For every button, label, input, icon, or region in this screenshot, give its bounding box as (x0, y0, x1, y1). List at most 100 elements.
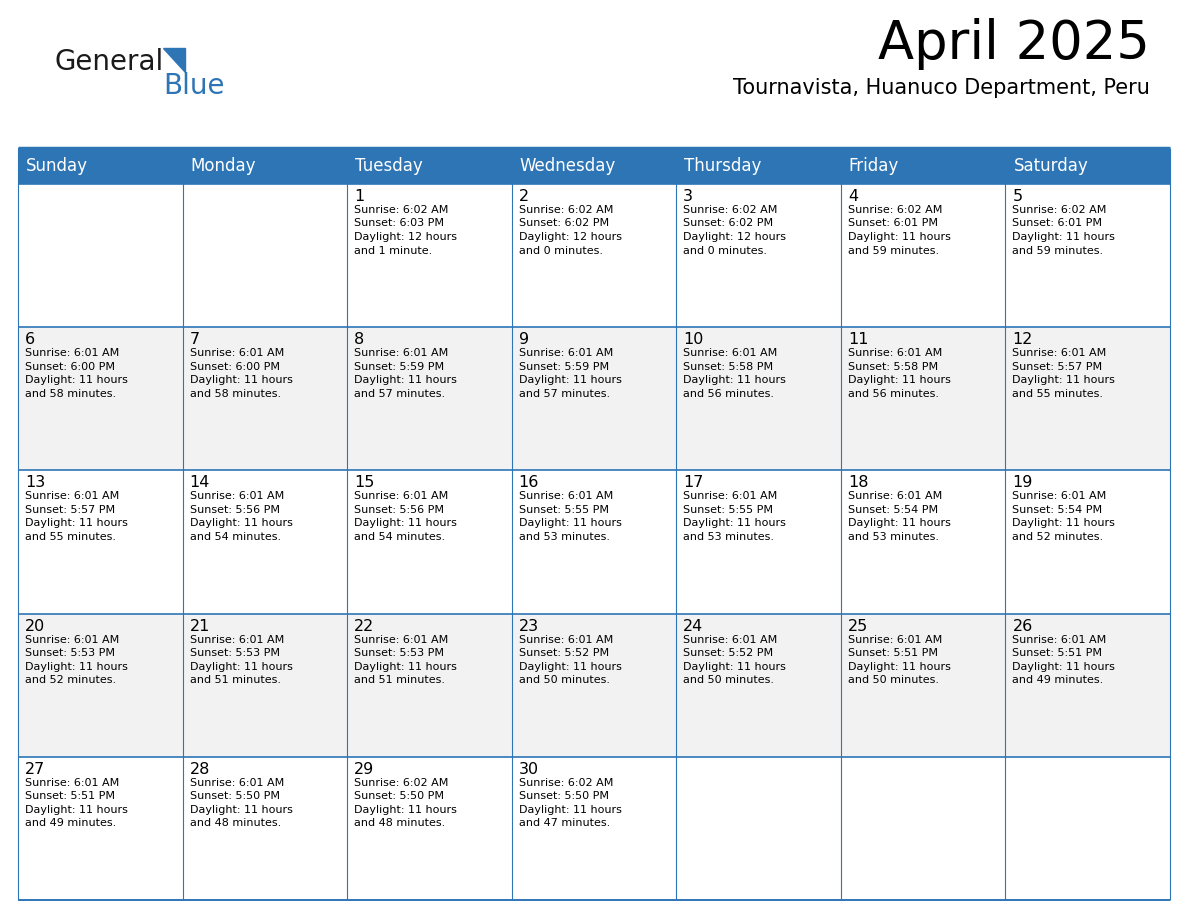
Text: 20: 20 (25, 619, 45, 633)
Text: 14: 14 (190, 476, 210, 490)
FancyBboxPatch shape (183, 470, 347, 613)
Text: Saturday: Saturday (1013, 157, 1088, 175)
Text: Sunset: 5:51 PM: Sunset: 5:51 PM (1012, 648, 1102, 658)
Text: and 48 minutes.: and 48 minutes. (190, 818, 280, 828)
Text: Sunrise: 6:01 AM: Sunrise: 6:01 AM (519, 348, 613, 358)
Text: Sunrise: 6:02 AM: Sunrise: 6:02 AM (519, 205, 613, 215)
FancyBboxPatch shape (512, 756, 676, 900)
Text: Daylight: 11 hours: Daylight: 11 hours (683, 375, 786, 386)
Text: Sunset: 5:54 PM: Sunset: 5:54 PM (1012, 505, 1102, 515)
Text: and 51 minutes.: and 51 minutes. (190, 675, 280, 685)
Text: and 50 minutes.: and 50 minutes. (519, 675, 609, 685)
Text: and 54 minutes.: and 54 minutes. (354, 532, 446, 542)
Text: Daylight: 11 hours: Daylight: 11 hours (1012, 232, 1116, 242)
FancyBboxPatch shape (676, 756, 841, 900)
FancyBboxPatch shape (183, 184, 347, 327)
Text: Sunset: 5:57 PM: Sunset: 5:57 PM (25, 505, 115, 515)
Text: Daylight: 11 hours: Daylight: 11 hours (25, 519, 128, 529)
Text: Sunrise: 6:01 AM: Sunrise: 6:01 AM (519, 491, 613, 501)
Text: 16: 16 (519, 476, 539, 490)
FancyBboxPatch shape (512, 184, 676, 327)
Text: and 51 minutes.: and 51 minutes. (354, 675, 446, 685)
FancyBboxPatch shape (841, 184, 1005, 327)
Text: 5: 5 (1012, 189, 1023, 204)
Text: Daylight: 11 hours: Daylight: 11 hours (519, 805, 621, 815)
Text: Daylight: 11 hours: Daylight: 11 hours (848, 375, 950, 386)
Text: Blue: Blue (163, 72, 225, 100)
Text: Daylight: 11 hours: Daylight: 11 hours (354, 662, 457, 672)
Text: and 53 minutes.: and 53 minutes. (519, 532, 609, 542)
Text: Sunset: 5:55 PM: Sunset: 5:55 PM (683, 505, 773, 515)
Text: Sunset: 5:55 PM: Sunset: 5:55 PM (519, 505, 608, 515)
FancyBboxPatch shape (512, 327, 676, 470)
Text: and 49 minutes.: and 49 minutes. (25, 818, 116, 828)
Text: 22: 22 (354, 619, 374, 633)
Text: Sunrise: 6:01 AM: Sunrise: 6:01 AM (1012, 634, 1107, 644)
Text: and 53 minutes.: and 53 minutes. (848, 532, 939, 542)
Text: Daylight: 11 hours: Daylight: 11 hours (848, 232, 950, 242)
Text: 23: 23 (519, 619, 539, 633)
Text: Daylight: 11 hours: Daylight: 11 hours (848, 519, 950, 529)
Text: Daylight: 11 hours: Daylight: 11 hours (1012, 662, 1116, 672)
Text: Sunrise: 6:01 AM: Sunrise: 6:01 AM (190, 778, 284, 788)
Text: Sunrise: 6:01 AM: Sunrise: 6:01 AM (519, 634, 613, 644)
FancyBboxPatch shape (347, 470, 512, 613)
Text: and 47 minutes.: and 47 minutes. (519, 818, 609, 828)
Text: Sunrise: 6:01 AM: Sunrise: 6:01 AM (354, 634, 448, 644)
FancyBboxPatch shape (347, 184, 512, 327)
Text: Sunrise: 6:01 AM: Sunrise: 6:01 AM (25, 348, 119, 358)
Text: 12: 12 (1012, 332, 1032, 347)
Text: Daylight: 11 hours: Daylight: 11 hours (25, 662, 128, 672)
Text: Sunset: 5:59 PM: Sunset: 5:59 PM (519, 362, 608, 372)
Text: Sunset: 5:51 PM: Sunset: 5:51 PM (25, 791, 115, 801)
Text: Sunset: 5:58 PM: Sunset: 5:58 PM (848, 362, 939, 372)
FancyBboxPatch shape (676, 184, 841, 327)
FancyBboxPatch shape (841, 148, 1005, 184)
Text: Sunset: 5:52 PM: Sunset: 5:52 PM (519, 648, 608, 658)
Text: 19: 19 (1012, 476, 1032, 490)
FancyBboxPatch shape (347, 756, 512, 900)
Text: Sunrise: 6:01 AM: Sunrise: 6:01 AM (190, 491, 284, 501)
Text: 2: 2 (519, 189, 529, 204)
Text: Sunrise: 6:01 AM: Sunrise: 6:01 AM (848, 348, 942, 358)
Text: 28: 28 (190, 762, 210, 777)
Text: Wednesday: Wednesday (519, 157, 615, 175)
Text: Daylight: 11 hours: Daylight: 11 hours (354, 805, 457, 815)
FancyBboxPatch shape (18, 148, 183, 184)
Text: Sunrise: 6:01 AM: Sunrise: 6:01 AM (190, 348, 284, 358)
Text: 18: 18 (848, 476, 868, 490)
Text: Daylight: 11 hours: Daylight: 11 hours (683, 519, 786, 529)
Text: Sunrise: 6:01 AM: Sunrise: 6:01 AM (683, 348, 777, 358)
FancyBboxPatch shape (183, 148, 347, 184)
Text: Sunrise: 6:02 AM: Sunrise: 6:02 AM (848, 205, 942, 215)
FancyBboxPatch shape (18, 470, 183, 613)
Text: and 0 minutes.: and 0 minutes. (683, 245, 767, 255)
FancyBboxPatch shape (1005, 327, 1170, 470)
FancyBboxPatch shape (18, 184, 183, 327)
Text: Thursday: Thursday (684, 157, 762, 175)
Text: Daylight: 12 hours: Daylight: 12 hours (354, 232, 457, 242)
FancyBboxPatch shape (1005, 148, 1170, 184)
Text: Daylight: 11 hours: Daylight: 11 hours (683, 662, 786, 672)
Text: Sunset: 6:00 PM: Sunset: 6:00 PM (190, 362, 279, 372)
Text: Daylight: 11 hours: Daylight: 11 hours (519, 662, 621, 672)
Text: 1: 1 (354, 189, 365, 204)
FancyBboxPatch shape (841, 470, 1005, 613)
Text: and 59 minutes.: and 59 minutes. (1012, 245, 1104, 255)
Text: 10: 10 (683, 332, 703, 347)
Text: General: General (55, 48, 164, 76)
Text: Sunset: 5:57 PM: Sunset: 5:57 PM (1012, 362, 1102, 372)
Text: Sunrise: 6:02 AM: Sunrise: 6:02 AM (354, 778, 449, 788)
Text: Sunset: 6:02 PM: Sunset: 6:02 PM (683, 218, 773, 229)
Text: 27: 27 (25, 762, 45, 777)
Text: Friday: Friday (849, 157, 899, 175)
Text: Daylight: 11 hours: Daylight: 11 hours (190, 519, 292, 529)
Text: Sunset: 6:01 PM: Sunset: 6:01 PM (1012, 218, 1102, 229)
Text: Sunset: 5:53 PM: Sunset: 5:53 PM (354, 648, 444, 658)
FancyBboxPatch shape (676, 327, 841, 470)
Text: Sunrise: 6:01 AM: Sunrise: 6:01 AM (1012, 491, 1107, 501)
Text: Sunset: 5:58 PM: Sunset: 5:58 PM (683, 362, 773, 372)
FancyBboxPatch shape (512, 470, 676, 613)
Text: and 0 minutes.: and 0 minutes. (519, 245, 602, 255)
Text: Sunrise: 6:01 AM: Sunrise: 6:01 AM (25, 491, 119, 501)
